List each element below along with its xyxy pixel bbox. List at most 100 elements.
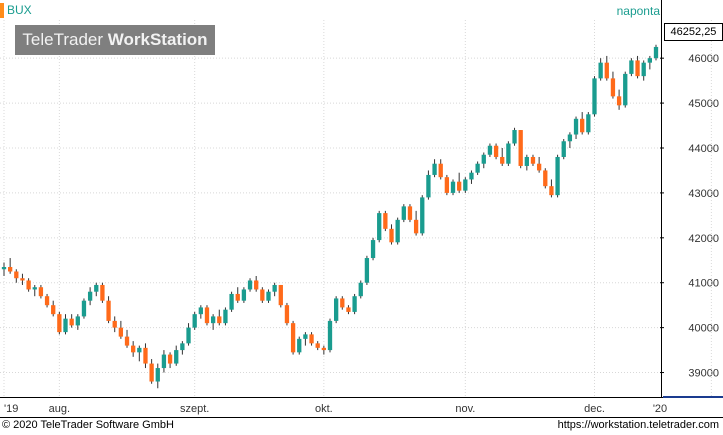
candle-up [32,287,37,290]
candle-up [186,327,191,344]
candle-down [131,345,136,353]
candle-down [118,327,124,337]
candle-up [401,206,406,220]
candle-up [506,143,511,164]
candle-up [481,154,486,164]
candle-down [20,278,25,281]
candle-up [377,213,382,241]
candle-up [1,267,7,270]
candle-down [635,60,640,77]
candle-down [309,334,314,344]
candle-down [149,363,154,382]
candle-down [235,293,240,301]
candle-up [647,58,653,63]
candle-down [438,163,443,178]
website-link[interactable]: https://workstation.teletrader.com [557,419,719,431]
candle-up [524,156,529,166]
candle-up [174,350,179,364]
candle-up [87,291,93,301]
y-tick-label: 44000 [688,143,719,155]
candle-up [592,78,597,115]
candle-up [272,284,277,292]
period-label[interactable]: naponta [616,4,660,18]
candle-down [383,213,388,229]
x-tick-label: szept. [180,403,209,415]
candle-down [493,145,499,157]
x-tick-label: aug. [49,403,70,415]
candle-up [75,316,80,326]
candle-down [530,156,536,164]
candle-down [290,323,296,353]
candle-down [457,181,462,191]
candle-down [284,305,290,324]
candle-up [241,289,247,301]
candle-down [69,318,74,326]
candle-up [370,240,376,259]
candle-up [623,73,628,106]
x-tick-label: nov. [455,403,475,415]
candle-down [106,300,111,321]
candle-down [444,177,450,193]
y-tick-label: 43000 [688,188,719,200]
candle-down [610,78,616,97]
candle-down [14,271,19,279]
candle-up [94,284,99,292]
scroll-indicator[interactable] [663,396,723,398]
candle-up [81,300,87,317]
candle-up [333,298,339,321]
candle-up [137,347,142,353]
candle-down [204,307,210,324]
candle-down [51,305,56,315]
candle-up [303,334,308,339]
candle-down [518,130,523,166]
candle-up [573,118,579,135]
candle-up [155,368,160,382]
candle-down [278,284,283,306]
candle-down [340,298,345,308]
candle-down [616,96,622,106]
candle-up [297,338,302,353]
candle-down [604,62,609,79]
x-tick-label: '19 [4,403,18,415]
candle-down [346,307,351,312]
candle-down [543,170,548,187]
candle-up [352,296,357,312]
x-axis-line [0,397,723,398]
candle-up [358,282,363,297]
logo-light-text: TeleTrader [22,30,108,49]
candle-up [567,134,573,142]
candle-up [586,114,591,133]
y-tick-label: 42000 [688,233,719,245]
footer-divider [0,417,723,418]
candle-up [327,320,333,351]
candle-up [229,293,234,310]
candle-down [389,228,394,243]
plot-area-border [661,0,662,397]
candle-down [580,118,585,133]
y-tick-label: 40000 [688,323,719,335]
candle-down [260,289,265,301]
x-tick-label: okt. [315,403,333,415]
candle-down [413,219,419,234]
teletrader-logo: TeleTrader WorkStation [15,25,215,55]
candle-up [555,156,560,196]
candle-down [254,280,259,290]
candle-up [247,280,253,290]
candle-up [598,62,603,79]
candle-up [641,62,646,77]
candle-up [432,163,437,175]
candle-up [512,130,517,144]
candle-up [475,163,480,173]
candle-down [321,347,327,351]
symbol-label[interactable]: BUX [7,3,32,17]
candle-up [653,46,659,59]
candle-up [180,343,185,351]
candle-down [167,354,173,364]
copyright-text: © 2020 TeleTrader Software GmbH [2,419,174,431]
y-tick-label: 46000 [688,53,719,65]
candle-up [426,174,431,198]
y-tick-label: 39000 [688,368,719,380]
candle-up [223,309,228,324]
